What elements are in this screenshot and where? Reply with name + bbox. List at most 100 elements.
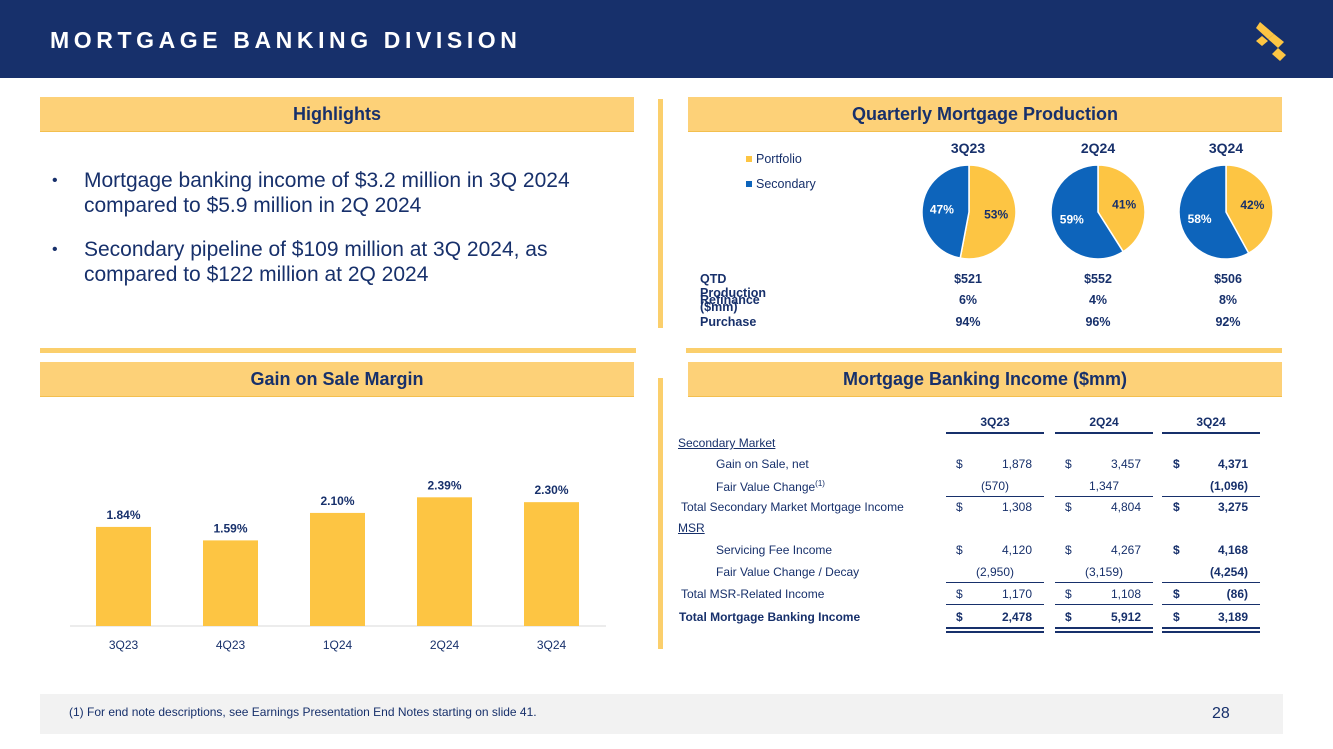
highlights-header: Highlights (40, 97, 634, 132)
pie-label-3q24-portfolio: 42% (1240, 198, 1264, 212)
currency-sign: $ (956, 457, 963, 471)
highlights-list: • Mortgage banking income of $3.2 million… (52, 168, 622, 306)
income-col-underline (946, 432, 1044, 434)
currency-sign: $ (1173, 543, 1180, 557)
legend-item-secondary: Secondary (746, 171, 816, 196)
income-value-3q24: (86) (1226, 587, 1248, 601)
currency-sign: $ (956, 610, 963, 624)
refi-3q23: 6% (958, 293, 978, 307)
income-value-3q23: (2,950) (975, 565, 1015, 579)
income-value-3q23: 2,478 (1001, 610, 1032, 624)
income-value-3q24: 4,371 (1217, 457, 1248, 471)
currency-sign: $ (956, 543, 963, 557)
pie-slice-3q23-portfolio (959, 164, 1017, 260)
grand-total-rule (1055, 627, 1153, 629)
pie-legend: Portfolio Secondary (746, 146, 816, 196)
income-value-2q24: (3,159) (1084, 565, 1124, 579)
income-row-label: Fair Value Change(1) (716, 479, 825, 494)
pie-label-3q23-secondary: 47% (930, 202, 954, 216)
income-value-3q23: 1,170 (1001, 587, 1032, 601)
subtotal-rule (1055, 582, 1153, 583)
bar-3q24 (524, 502, 579, 626)
currency-sign: $ (1173, 500, 1180, 514)
row-label-text: Fair Value Change / Decay (716, 565, 860, 579)
bullet-icon: • (52, 241, 58, 258)
bank-logo-icon (1256, 22, 1286, 61)
list-item: • Mortgage banking income of $3.2 million… (52, 169, 570, 217)
refi-3q24: 8% (1218, 293, 1238, 307)
income-value-3q23: 1,308 (1001, 500, 1032, 514)
row-label-text: Total MSR-Related Income (681, 587, 825, 601)
grand-total-rule (1162, 627, 1260, 629)
qtd-3q23: $521 (954, 272, 982, 286)
income-value-3q24: (4,254) (1209, 565, 1248, 579)
gain-on-sale-header: Gain on Sale Margin (40, 362, 634, 397)
x-tick-1q24: 1Q24 (323, 638, 353, 652)
list-item: • Secondary pipeline of $109 million at 3… (52, 238, 548, 286)
row-label-text: Secondary Market (678, 436, 776, 450)
currency-sign: $ (1065, 457, 1072, 471)
income-value-2q24: 3,457 (1110, 457, 1141, 471)
currency-sign: $ (1173, 457, 1180, 471)
purchase-3q23: 94% (955, 315, 981, 329)
income-value-2q24: 4,804 (1110, 500, 1141, 514)
total-rule (946, 604, 1044, 605)
pie-slice-3q23-secondary (921, 164, 970, 260)
x-tick-4q23: 4Q23 (216, 638, 246, 652)
grand-total-rule (1162, 631, 1260, 633)
row-label-text: Servicing Fee Income (716, 543, 833, 557)
refi-2q24: 4% (1088, 293, 1108, 307)
currency-sign: $ (956, 587, 963, 601)
income-value-2q24: 5,912 (1110, 610, 1141, 624)
currency-sign: $ (1065, 500, 1072, 514)
bar-label-1q24: 2.10% (320, 494, 354, 508)
income-row-label: Total MSR-Related Income (681, 587, 824, 601)
production-header: Quarterly Mortgage Production (688, 97, 1282, 132)
qtd-2q24: $552 (1084, 272, 1112, 286)
bar-label-3q24: 2.30% (534, 483, 568, 497)
subtotal-rule (1162, 582, 1260, 583)
legend-item-portfolio: Portfolio (746, 146, 816, 171)
pie-label-2q24-secondary: 59% (1060, 213, 1084, 227)
purchase-3q24: 92% (1215, 315, 1241, 329)
pie-slice-3q24-portfolio (1225, 164, 1274, 255)
income-value-3q23: 1,878 (1001, 457, 1032, 471)
total-rule (1055, 604, 1153, 605)
bar-4q23 (203, 540, 258, 626)
grand-total-rule (946, 631, 1044, 633)
title-bar: MORTGAGE BANKING DIVISION (0, 0, 1333, 78)
grand-total-rule (1055, 631, 1153, 633)
subtotal-rule (1162, 496, 1260, 497)
subtotal-rule (946, 496, 1044, 497)
portfolio-swatch (746, 155, 752, 162)
income-row-label: MSR (678, 521, 705, 535)
row-label-qtd-production: QTD Production ($mm) (700, 272, 766, 314)
row-label-text: Fair Value Change (716, 480, 816, 494)
pie-slice-3q24-secondary (1178, 164, 1250, 260)
pie-title-3q24: 3Q24 (1208, 140, 1244, 156)
income-col-header-3q24: 3Q24 (1196, 415, 1226, 429)
vertical-divider-bottom (658, 378, 663, 649)
row-label-refinance: Refinance (700, 293, 760, 307)
horizontal-divider-left (40, 348, 636, 353)
pie-title-2q24: 2Q24 (1080, 140, 1116, 156)
grand-total-rule (946, 627, 1044, 629)
pie-slice-2q24-secondary (1050, 164, 1125, 260)
currency-sign: $ (1173, 610, 1180, 624)
currency-sign: $ (956, 500, 963, 514)
row-label-text: Total Mortgage Banking Income (679, 610, 861, 624)
income-row-label: Total Mortgage Banking Income (679, 610, 860, 624)
row-label-purchase: Purchase (700, 315, 757, 329)
x-tick-3q24: 3Q24 (537, 638, 567, 652)
pie-label-3q24-secondary: 58% (1188, 212, 1212, 226)
income-row-label: Gain on Sale, net (716, 457, 809, 471)
qtd-3q24: $506 (1214, 272, 1242, 286)
production-pie-charts: 53% 47% 41% 59% 42% 58% (921, 164, 1274, 260)
subtotal-rule (1055, 496, 1153, 497)
x-tick-2q24: 2Q24 (430, 638, 460, 652)
bar-label-4q23: 1.59% (213, 521, 247, 535)
bar-1q24 (310, 512, 365, 626)
currency-sign: $ (1173, 587, 1180, 601)
income-value-3q24: 3,275 (1217, 500, 1248, 514)
vertical-divider-top (658, 99, 663, 328)
